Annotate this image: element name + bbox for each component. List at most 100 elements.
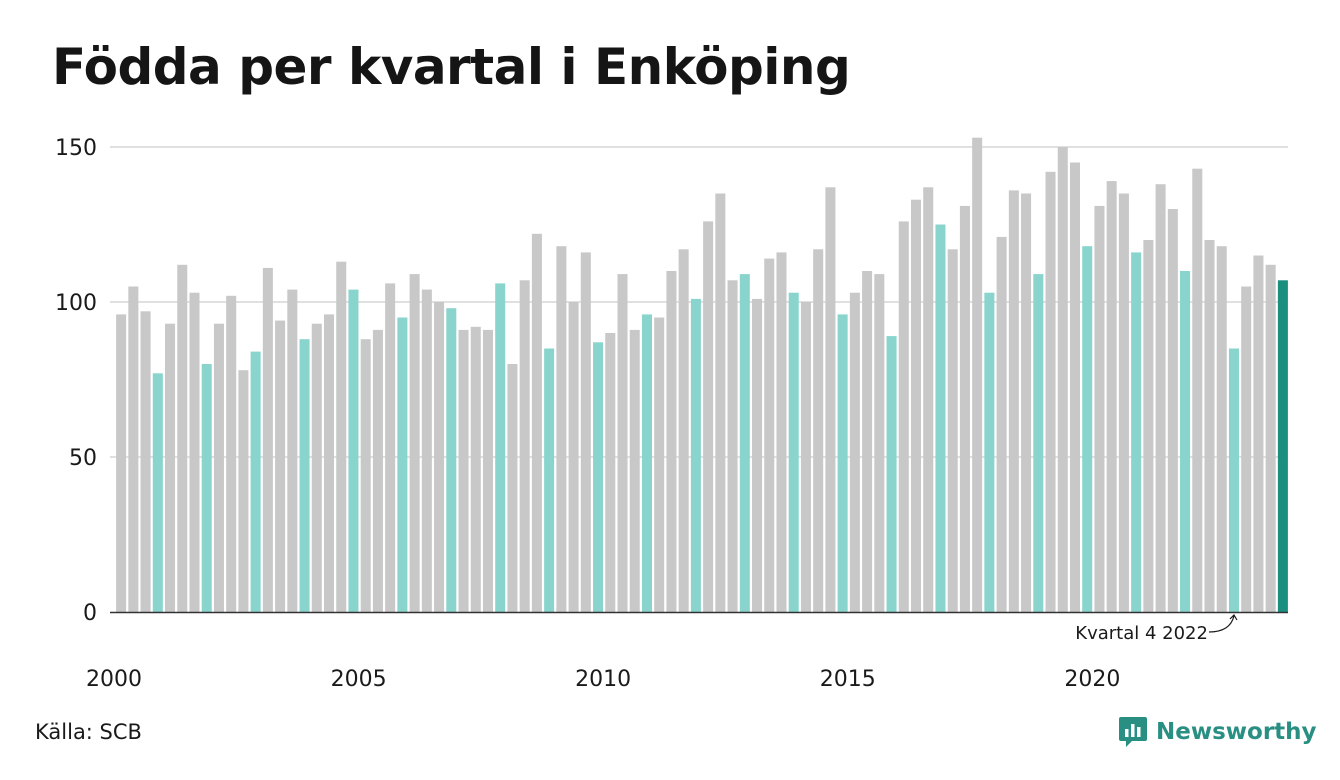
bar <box>1118 193 1129 612</box>
y-tick-label: 150 <box>55 136 97 161</box>
bar <box>336 261 347 612</box>
x-tick-label: 2010 <box>575 667 631 692</box>
bar <box>898 221 909 612</box>
bar <box>446 308 457 612</box>
bar <box>1228 348 1239 612</box>
bar <box>1180 271 1191 612</box>
x-tick-label: 2000 <box>86 667 142 692</box>
bar <box>360 339 371 612</box>
y-tick-label: 50 <box>69 446 97 471</box>
bar <box>1021 193 1032 612</box>
bar <box>984 292 995 612</box>
x-tick-label: 2015 <box>820 667 876 692</box>
bar <box>605 333 616 612</box>
bar <box>972 137 983 612</box>
bar <box>287 289 298 612</box>
bar <box>1265 264 1276 612</box>
bar <box>1106 181 1117 612</box>
bar <box>152 373 163 612</box>
bar <box>641 314 652 612</box>
bar <box>1069 162 1081 612</box>
bar <box>385 283 396 612</box>
bar <box>752 298 763 612</box>
bar <box>128 286 139 612</box>
brand-name: Newsworthy <box>1156 719 1317 745</box>
bar <box>556 246 567 612</box>
bar <box>715 193 726 612</box>
annotation: Kvartal 4 2022 <box>1075 614 1238 644</box>
bar <box>421 289 432 612</box>
bar <box>1033 274 1044 612</box>
bar <box>348 289 359 612</box>
bar <box>482 329 494 612</box>
annotation-arrow-icon <box>1208 614 1238 633</box>
bar <box>519 280 530 612</box>
bar <box>1204 240 1215 612</box>
bar <box>1155 184 1166 612</box>
bar <box>372 329 383 612</box>
bar <box>886 336 897 612</box>
bar <box>996 236 1007 612</box>
bar <box>678 249 689 613</box>
bar <box>788 292 799 612</box>
bar <box>1277 280 1288 612</box>
bar <box>617 274 628 612</box>
y-tick-label: 100 <box>55 291 97 316</box>
bar <box>262 267 273 612</box>
bar <box>189 292 200 612</box>
y-axis-ticks: 0 50 100 150 <box>55 136 97 626</box>
y-tick-label: 0 <box>83 601 97 626</box>
bar <box>531 233 542 613</box>
bar <box>800 302 811 612</box>
bar <box>544 348 555 612</box>
bar <box>593 342 604 612</box>
bar <box>813 249 824 613</box>
bar <box>116 314 127 612</box>
bar <box>1241 286 1252 612</box>
bar <box>1045 171 1056 613</box>
bar <box>213 323 224 612</box>
bar-chart: 0 50 100 150 2000 2005 2010 2015 2020 Kvartal 4… <box>55 136 1288 692</box>
bar <box>226 295 237 612</box>
bar <box>739 274 750 612</box>
brand-logo: Newsworthy <box>1118 715 1317 749</box>
bar <box>140 311 151 612</box>
chart-title: Födda per kvartal i Enköping <box>52 38 851 96</box>
bars <box>116 137 1288 613</box>
bar <box>764 258 775 612</box>
bar <box>1082 246 1093 612</box>
bar <box>397 317 408 612</box>
bar <box>470 326 481 612</box>
newsworthy-logo-icon <box>1119 717 1147 747</box>
bar <box>825 187 836 613</box>
x-tick-label: 2005 <box>331 667 387 692</box>
bar <box>1192 168 1203 612</box>
bar <box>495 283 506 612</box>
x-axis-ticks: 2000 2005 2010 2015 2020 <box>86 667 1120 692</box>
bar <box>299 339 310 612</box>
bar <box>727 280 738 612</box>
annotation-label: Kvartal 4 2022 <box>1075 623 1208 644</box>
bar <box>1094 205 1105 612</box>
bar <box>458 329 469 612</box>
bar <box>434 302 445 612</box>
bar <box>177 264 188 612</box>
bar <box>311 323 322 612</box>
bar <box>238 370 249 612</box>
bar <box>201 364 212 612</box>
bar <box>1008 190 1019 612</box>
source-note: Källa: SCB <box>35 720 142 744</box>
bar <box>959 205 970 612</box>
bar <box>862 271 873 612</box>
bar <box>776 252 787 612</box>
bar <box>935 224 946 612</box>
bar <box>703 221 714 612</box>
bar <box>507 364 518 612</box>
bar <box>837 314 848 612</box>
bar <box>1057 147 1068 612</box>
bar <box>568 302 579 612</box>
bar <box>849 292 860 612</box>
bar <box>580 252 591 612</box>
bar <box>1167 209 1178 612</box>
